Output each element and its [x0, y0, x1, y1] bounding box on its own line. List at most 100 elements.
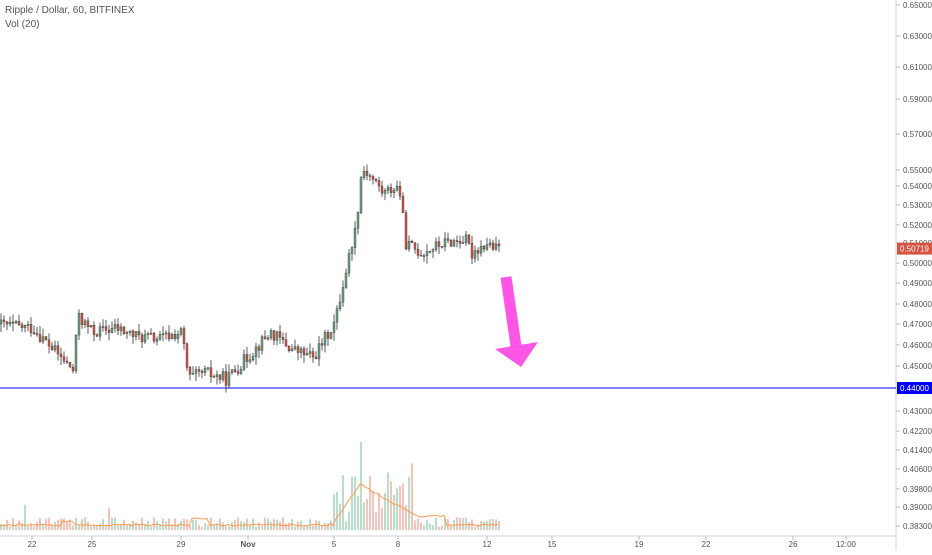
- candle-body: [455, 240, 459, 242]
- volume-bar: [42, 523, 44, 530]
- candle-body: [170, 334, 174, 340]
- candle-body: [425, 251, 429, 256]
- candle-body: [275, 331, 279, 341]
- candle-body: [248, 359, 252, 362]
- candle-body: [173, 334, 177, 339]
- candle-body: [428, 251, 432, 253]
- volume-bar: [486, 521, 488, 530]
- candle-body: [308, 351, 312, 354]
- candle-body: [245, 354, 249, 362]
- volume-bar: [30, 523, 32, 530]
- volume-bar: [444, 518, 446, 530]
- volume-bar: [63, 518, 65, 530]
- volume-bar: [54, 521, 56, 530]
- volume-bar: [351, 476, 353, 530]
- volume-bar: [450, 524, 452, 530]
- candle-body: [350, 247, 354, 254]
- volume-bar: [345, 521, 347, 530]
- candle-body: [80, 313, 84, 325]
- candle-body: [458, 241, 462, 244]
- candle-body: [191, 372, 195, 375]
- candle-body: [266, 337, 270, 340]
- candle-body: [452, 240, 456, 247]
- candle-body: [362, 171, 366, 179]
- candle-body: [272, 330, 276, 341]
- candle-body: [359, 177, 363, 213]
- volume-bar: [33, 526, 35, 530]
- x-tick-label: Nov: [240, 540, 256, 549]
- y-tick-label: 0.54000: [903, 182, 932, 191]
- candle-body: [182, 328, 186, 345]
- volume-bar: [93, 525, 95, 530]
- candle-body: [263, 336, 267, 339]
- candle-body: [92, 325, 96, 335]
- volume-bar: [114, 517, 116, 530]
- volume-bar: [12, 518, 14, 530]
- candle-body: [218, 374, 222, 380]
- candle-body: [281, 337, 285, 340]
- volume-bar: [357, 495, 359, 530]
- candle-body: [86, 320, 90, 328]
- volume-bar: [420, 522, 422, 530]
- volume-bar: [9, 526, 11, 530]
- volume-bar: [45, 518, 47, 530]
- volume-bar: [243, 522, 245, 530]
- support-price-badge: [897, 382, 932, 394]
- volume-bar: [156, 521, 158, 530]
- current-price-badge: [897, 242, 932, 255]
- candle-body: [440, 246, 444, 248]
- candle-body: [209, 367, 213, 377]
- candle-body: [491, 242, 495, 250]
- volume-bar: [342, 475, 344, 530]
- candle-body: [98, 326, 102, 337]
- chart-legend: Ripple / Dollar, 60, BITFINEX Vol (20): [5, 4, 135, 32]
- candle-body: [32, 332, 36, 334]
- volume-bar: [153, 517, 155, 530]
- volume-bar: [279, 521, 281, 530]
- candle-body: [5, 321, 9, 325]
- candle-body: [377, 180, 381, 187]
- volume-bar: [249, 525, 251, 530]
- candle-body: [356, 212, 360, 229]
- x-tick-label: 26: [789, 540, 798, 549]
- volume-label: Vol (20): [5, 19, 40, 30]
- volume-bar: [465, 517, 467, 530]
- candle-body: [389, 187, 393, 193]
- volume-bar: [432, 525, 434, 530]
- annotation-arrow-head[interactable]: [495, 342, 538, 367]
- volume-bar: [258, 522, 260, 530]
- candle-body: [233, 369, 237, 372]
- volume-bar: [285, 523, 287, 530]
- volume-bar: [255, 526, 257, 530]
- candle-body: [125, 332, 129, 334]
- y-tick-label: 0.40600: [903, 465, 932, 474]
- y-tick-label: 0.41400: [903, 446, 932, 455]
- candle-body: [449, 240, 453, 247]
- volume-bar: [375, 512, 377, 530]
- volume-bar: [18, 520, 20, 530]
- y-tick-label: 0.47000: [903, 320, 932, 329]
- candle-body: [437, 241, 441, 247]
- candle-body: [119, 326, 123, 331]
- candle-body: [71, 366, 75, 372]
- candle-body: [461, 242, 465, 244]
- candle-body: [401, 196, 405, 213]
- volume-bar: [27, 525, 29, 530]
- candle-body: [479, 246, 483, 254]
- candle-body: [104, 326, 108, 331]
- candle-body: [113, 324, 117, 329]
- volume-bar: [306, 525, 308, 530]
- volume-bar: [270, 521, 272, 530]
- volume-bar: [288, 522, 290, 530]
- candle-body: [128, 330, 132, 333]
- candle-body: [260, 336, 264, 351]
- volume-bar: [264, 517, 266, 530]
- volume-bar: [324, 523, 326, 530]
- x-tick-label: 12: [483, 540, 492, 549]
- candle-body: [326, 332, 330, 339]
- candle-body: [2, 319, 6, 322]
- volume-bar: [39, 517, 41, 530]
- annotation-arrow-shaft[interactable]: [500, 276, 522, 347]
